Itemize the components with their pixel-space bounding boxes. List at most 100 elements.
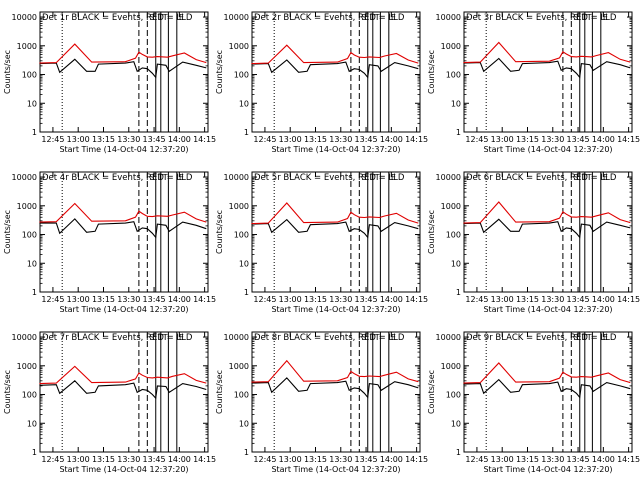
- panel-title: Det 1r BLACK = Events, RED = LLD: [42, 13, 193, 23]
- y-tick-label: 1000: [441, 202, 461, 211]
- flag-label: T: [162, 13, 168, 22]
- x-tick-label: 13:30: [541, 455, 564, 464]
- x-tick-label: 14:00: [592, 455, 615, 464]
- flag-label: E: [391, 13, 396, 22]
- events-series-line: [39, 218, 207, 239]
- y-tick-label: 10000: [224, 173, 249, 182]
- y-axis-label: Counts/sec: [215, 370, 224, 414]
- x-tick-label: 13:30: [541, 135, 564, 144]
- x-tick-label: 14:00: [168, 455, 191, 464]
- x-tick-label: 13:30: [117, 455, 140, 464]
- flag-label: S: [361, 13, 366, 22]
- x-tick-label: 13:30: [541, 295, 564, 304]
- flag-label: T: [581, 13, 587, 22]
- y-axis-label: Counts/sec: [215, 210, 224, 254]
- panel-title: Det 4r BLACK = Events, RED = LLD: [42, 173, 193, 183]
- x-tick-label: 13:45: [143, 135, 166, 144]
- y-tick-label: 100: [22, 71, 37, 80]
- y-tick-label: 1: [32, 128, 37, 137]
- flag-label: T: [374, 13, 380, 22]
- events-series-line: [39, 58, 207, 79]
- x-tick-label: 13:45: [355, 135, 378, 144]
- x-axis-label: Start Time (14-Oct-04 12:37:20): [271, 305, 400, 314]
- x-tick-label: 13:45: [567, 455, 590, 464]
- flag-label: T: [586, 13, 592, 22]
- x-tick-label: 13:15: [304, 135, 327, 144]
- x-tick-label: 13:45: [567, 135, 590, 144]
- y-tick-label: 1: [244, 128, 249, 137]
- x-axis-label: Start Time (14-Oct-04 12:37:20): [271, 145, 400, 154]
- y-tick-label: 10000: [436, 13, 461, 22]
- y-axis-label: Counts/sec: [427, 50, 436, 94]
- panel-title: Det 2r BLACK = Events, RED = LLD: [254, 13, 405, 23]
- panel-title: Det 5r BLACK = Events, RED = LLD: [254, 173, 405, 183]
- y-axis-label: Counts/sec: [215, 50, 224, 94]
- flag-label: S: [149, 173, 154, 182]
- flag-label: S: [149, 13, 154, 22]
- flag-label: E: [179, 13, 184, 22]
- y-tick-label: 10: [27, 259, 37, 268]
- events-series-line: [251, 59, 419, 79]
- y-tick-label: 10: [451, 259, 461, 268]
- x-tick-label: 13:15: [516, 135, 539, 144]
- x-tick-label: 13:00: [491, 135, 514, 144]
- y-tick-label: 1000: [17, 202, 37, 211]
- panel-title: Det 7r BLACK = Events, RED = LLD: [42, 333, 193, 343]
- y-tick-label: 10: [239, 419, 249, 428]
- flag-label: E: [179, 333, 184, 342]
- events-series-line: [463, 218, 631, 239]
- x-tick-label: 14:00: [168, 295, 191, 304]
- x-tick-label: 13:00: [67, 295, 90, 304]
- y-tick-label: 1000: [229, 362, 249, 371]
- y-tick-label: 10: [239, 99, 249, 108]
- flag-label: T: [162, 333, 168, 342]
- x-tick-label: 13:15: [92, 455, 115, 464]
- flag-label: T: [586, 333, 592, 342]
- x-tick-label: 13:45: [143, 455, 166, 464]
- y-tick-label: 10000: [224, 13, 249, 22]
- events-series-line: [463, 57, 631, 79]
- plot-frame: [39, 171, 209, 293]
- x-axis-label: Start Time (14-Oct-04 12:37:20): [483, 465, 612, 474]
- x-axis-label: Start Time (14-Oct-04 12:37:20): [59, 145, 188, 154]
- y-tick-label: 10000: [12, 13, 37, 22]
- lld-series-line: [39, 365, 207, 385]
- x-tick-label: 14:00: [592, 135, 615, 144]
- plot-frame: [463, 331, 633, 453]
- x-axis-label: Start Time (14-Oct-04 12:37:20): [59, 465, 188, 474]
- y-tick-label: 10000: [436, 173, 461, 182]
- x-tick-label: 13:15: [92, 295, 115, 304]
- plot-frame: [251, 331, 421, 453]
- x-tick-label: 12:45: [41, 295, 64, 304]
- flag-label: T: [369, 333, 375, 342]
- y-tick-label: 100: [446, 391, 461, 400]
- y-tick-label: 1000: [441, 362, 461, 371]
- panel-title: Det 6r BLACK = Events, RED = LLD: [466, 173, 617, 183]
- x-axis-label: Start Time (14-Oct-04 12:37:20): [483, 145, 612, 154]
- x-tick-label: 13:00: [67, 455, 90, 464]
- plot-frame: [251, 11, 421, 133]
- lld-series-line: [39, 202, 207, 223]
- y-tick-label: 1000: [17, 42, 37, 51]
- y-tick-label: 10: [239, 259, 249, 268]
- lld-series-line: [251, 359, 419, 383]
- x-tick-label: 13:15: [516, 295, 539, 304]
- x-tick-label: 13:30: [117, 295, 140, 304]
- y-tick-label: 10000: [436, 333, 461, 342]
- y-tick-label: 1000: [17, 362, 37, 371]
- x-tick-label: 14:15: [193, 135, 216, 144]
- x-axis-label: Start Time (14-Oct-04 12:37:20): [59, 305, 188, 314]
- x-tick-label: 14:15: [405, 295, 428, 304]
- x-tick-label: 13:30: [329, 135, 352, 144]
- y-tick-label: 100: [22, 391, 37, 400]
- flag-label: S: [149, 333, 154, 342]
- flag-label: E: [603, 13, 608, 22]
- flag-label: T: [369, 13, 375, 22]
- y-axis-label: Counts/sec: [427, 370, 436, 414]
- flag-label: E: [391, 173, 396, 182]
- y-tick-label: 10000: [12, 333, 37, 342]
- y-axis-label: Counts/sec: [3, 50, 12, 94]
- x-tick-label: 12:45: [41, 455, 64, 464]
- y-tick-label: 10: [27, 99, 37, 108]
